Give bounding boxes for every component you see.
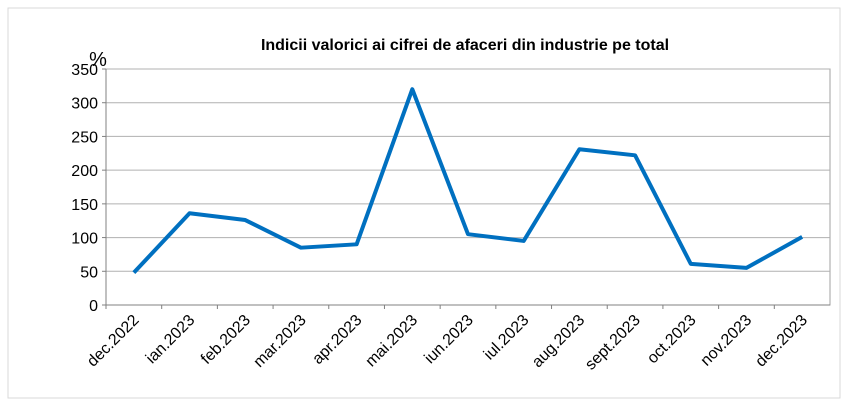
y-tick-label: 200 — [71, 163, 98, 180]
y-tick-label: 50 — [80, 264, 98, 281]
series-line — [132, 87, 804, 275]
plot-area — [105, 68, 831, 306]
chart-title: Indicii valorici ai cifrei de afaceri di… — [261, 37, 669, 54]
y-tick-label: 150 — [71, 197, 98, 214]
y-tick-label: 300 — [71, 96, 98, 113]
y-tick-label: 100 — [71, 231, 98, 248]
y-tick-label: 0 — [89, 298, 98, 315]
y-tick-label: 350 — [71, 62, 98, 79]
y-tick-label: 250 — [71, 129, 98, 146]
y-axis-label: % — [89, 49, 107, 71]
